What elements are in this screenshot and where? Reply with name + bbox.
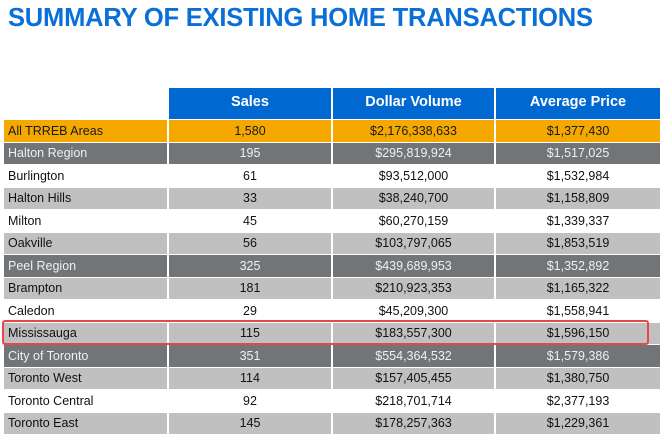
cell-dollar-volume: $295,819,924	[333, 142, 496, 165]
table-row: Oakville 56 $103,797,065 $1,853,519	[4, 232, 660, 255]
table-row: Mississauga 115 $183,557,300 $1,596,150	[4, 322, 660, 345]
table-row: Toronto West 114 $157,405,455 $1,380,750	[4, 367, 660, 390]
table-header-row: Sales Dollar Volume Average Price	[4, 88, 660, 120]
table-row: Toronto East 145 $178,257,363 $1,229,361	[4, 412, 660, 435]
transactions-table: Sales Dollar Volume Average Price All TR…	[4, 88, 660, 435]
cell-dollar-volume: $45,209,300	[333, 300, 496, 323]
cell-sales: 325	[169, 255, 333, 278]
cell-average-price: $1,380,750	[496, 367, 660, 390]
table-row: Burlington 61 $93,512,000 $1,532,984	[4, 165, 660, 188]
cell-area: Halton Hills	[4, 187, 169, 210]
cell-average-price: $1,532,984	[496, 165, 660, 188]
cell-sales: 92	[169, 390, 333, 413]
cell-average-price: $2,377,193	[496, 390, 660, 413]
cell-sales: 61	[169, 165, 333, 188]
cell-area: Toronto East	[4, 412, 169, 435]
cell-area: Toronto West	[4, 367, 169, 390]
cell-average-price: $1,165,322	[496, 277, 660, 300]
cell-dollar-volume: $218,701,714	[333, 390, 496, 413]
table-row: Toronto Central 92 $218,701,714 $2,377,193	[4, 390, 660, 413]
table-row: All TRREB Areas 1,580 $2,176,338,633 $1,377…	[4, 120, 660, 143]
cell-dollar-volume: $210,923,353	[333, 277, 496, 300]
cell-dollar-volume: $38,240,700	[333, 187, 496, 210]
cell-average-price: $1,558,941	[496, 300, 660, 323]
cell-average-price: $1,339,337	[496, 210, 660, 233]
cell-average-price: $1,517,025	[496, 142, 660, 165]
cell-area: Burlington	[4, 165, 169, 188]
cell-dollar-volume: $183,557,300	[333, 322, 496, 345]
cell-area: Oakville	[4, 232, 169, 255]
table-row: Milton 45 $60,270,159 $1,339,337	[4, 210, 660, 233]
cell-sales: 181	[169, 277, 333, 300]
table-row: City of Toronto 351 $554,364,532 $1,579,386	[4, 345, 660, 368]
cell-sales: 145	[169, 412, 333, 435]
cell-area: Milton	[4, 210, 169, 233]
cell-dollar-volume: $60,270,159	[333, 210, 496, 233]
table-row: Brampton 181 $210,923,353 $1,165,322	[4, 277, 660, 300]
cell-average-price: $1,229,361	[496, 412, 660, 435]
cell-dollar-volume: $157,405,455	[333, 367, 496, 390]
cell-sales: 45	[169, 210, 333, 233]
table-row: Peel Region 325 $439,689,953 $1,352,892	[4, 255, 660, 278]
cell-area: Halton Region	[4, 142, 169, 165]
cell-area: All TRREB Areas	[4, 120, 169, 143]
cell-sales: 33	[169, 187, 333, 210]
cell-average-price: $1,377,430	[496, 120, 660, 143]
table-row: Halton Hills 33 $38,240,700 $1,158,809	[4, 187, 660, 210]
cell-area: Mississauga	[4, 322, 169, 345]
cell-sales: 1,580	[169, 120, 333, 143]
cell-sales: 29	[169, 300, 333, 323]
cell-area: Brampton	[4, 277, 169, 300]
cell-dollar-volume: $93,512,000	[333, 165, 496, 188]
header-average-price: Average Price	[496, 88, 660, 120]
cell-average-price: $1,158,809	[496, 187, 660, 210]
cell-dollar-volume: $554,364,532	[333, 345, 496, 368]
cell-average-price: $1,352,892	[496, 255, 660, 278]
cell-area: Toronto Central	[4, 390, 169, 413]
cell-sales: 114	[169, 367, 333, 390]
cell-dollar-volume: $2,176,338,633	[333, 120, 496, 143]
cell-sales: 56	[169, 232, 333, 255]
cell-sales: 115	[169, 322, 333, 345]
cell-dollar-volume: $178,257,363	[333, 412, 496, 435]
table-row: Halton Region 195 $295,819,924 $1,517,025	[4, 142, 660, 165]
cell-area: Peel Region	[4, 255, 169, 278]
header-sales: Sales	[169, 88, 333, 120]
cell-dollar-volume: $439,689,953	[333, 255, 496, 278]
cell-sales: 195	[169, 142, 333, 165]
cell-sales: 351	[169, 345, 333, 368]
cell-area: City of Toronto	[4, 345, 169, 368]
header-area-blank	[4, 88, 169, 120]
cell-area: Caledon	[4, 300, 169, 323]
header-dollar-volume: Dollar Volume	[333, 88, 496, 120]
cell-dollar-volume: $103,797,065	[333, 232, 496, 255]
page-title: SUMMARY OF EXISTING HOME TRANSACTIONS	[8, 4, 593, 32]
cell-average-price: $1,853,519	[496, 232, 660, 255]
table-row: Caledon 29 $45,209,300 $1,558,941	[4, 300, 660, 323]
cell-average-price: $1,579,386	[496, 345, 660, 368]
cell-average-price: $1,596,150	[496, 322, 660, 345]
